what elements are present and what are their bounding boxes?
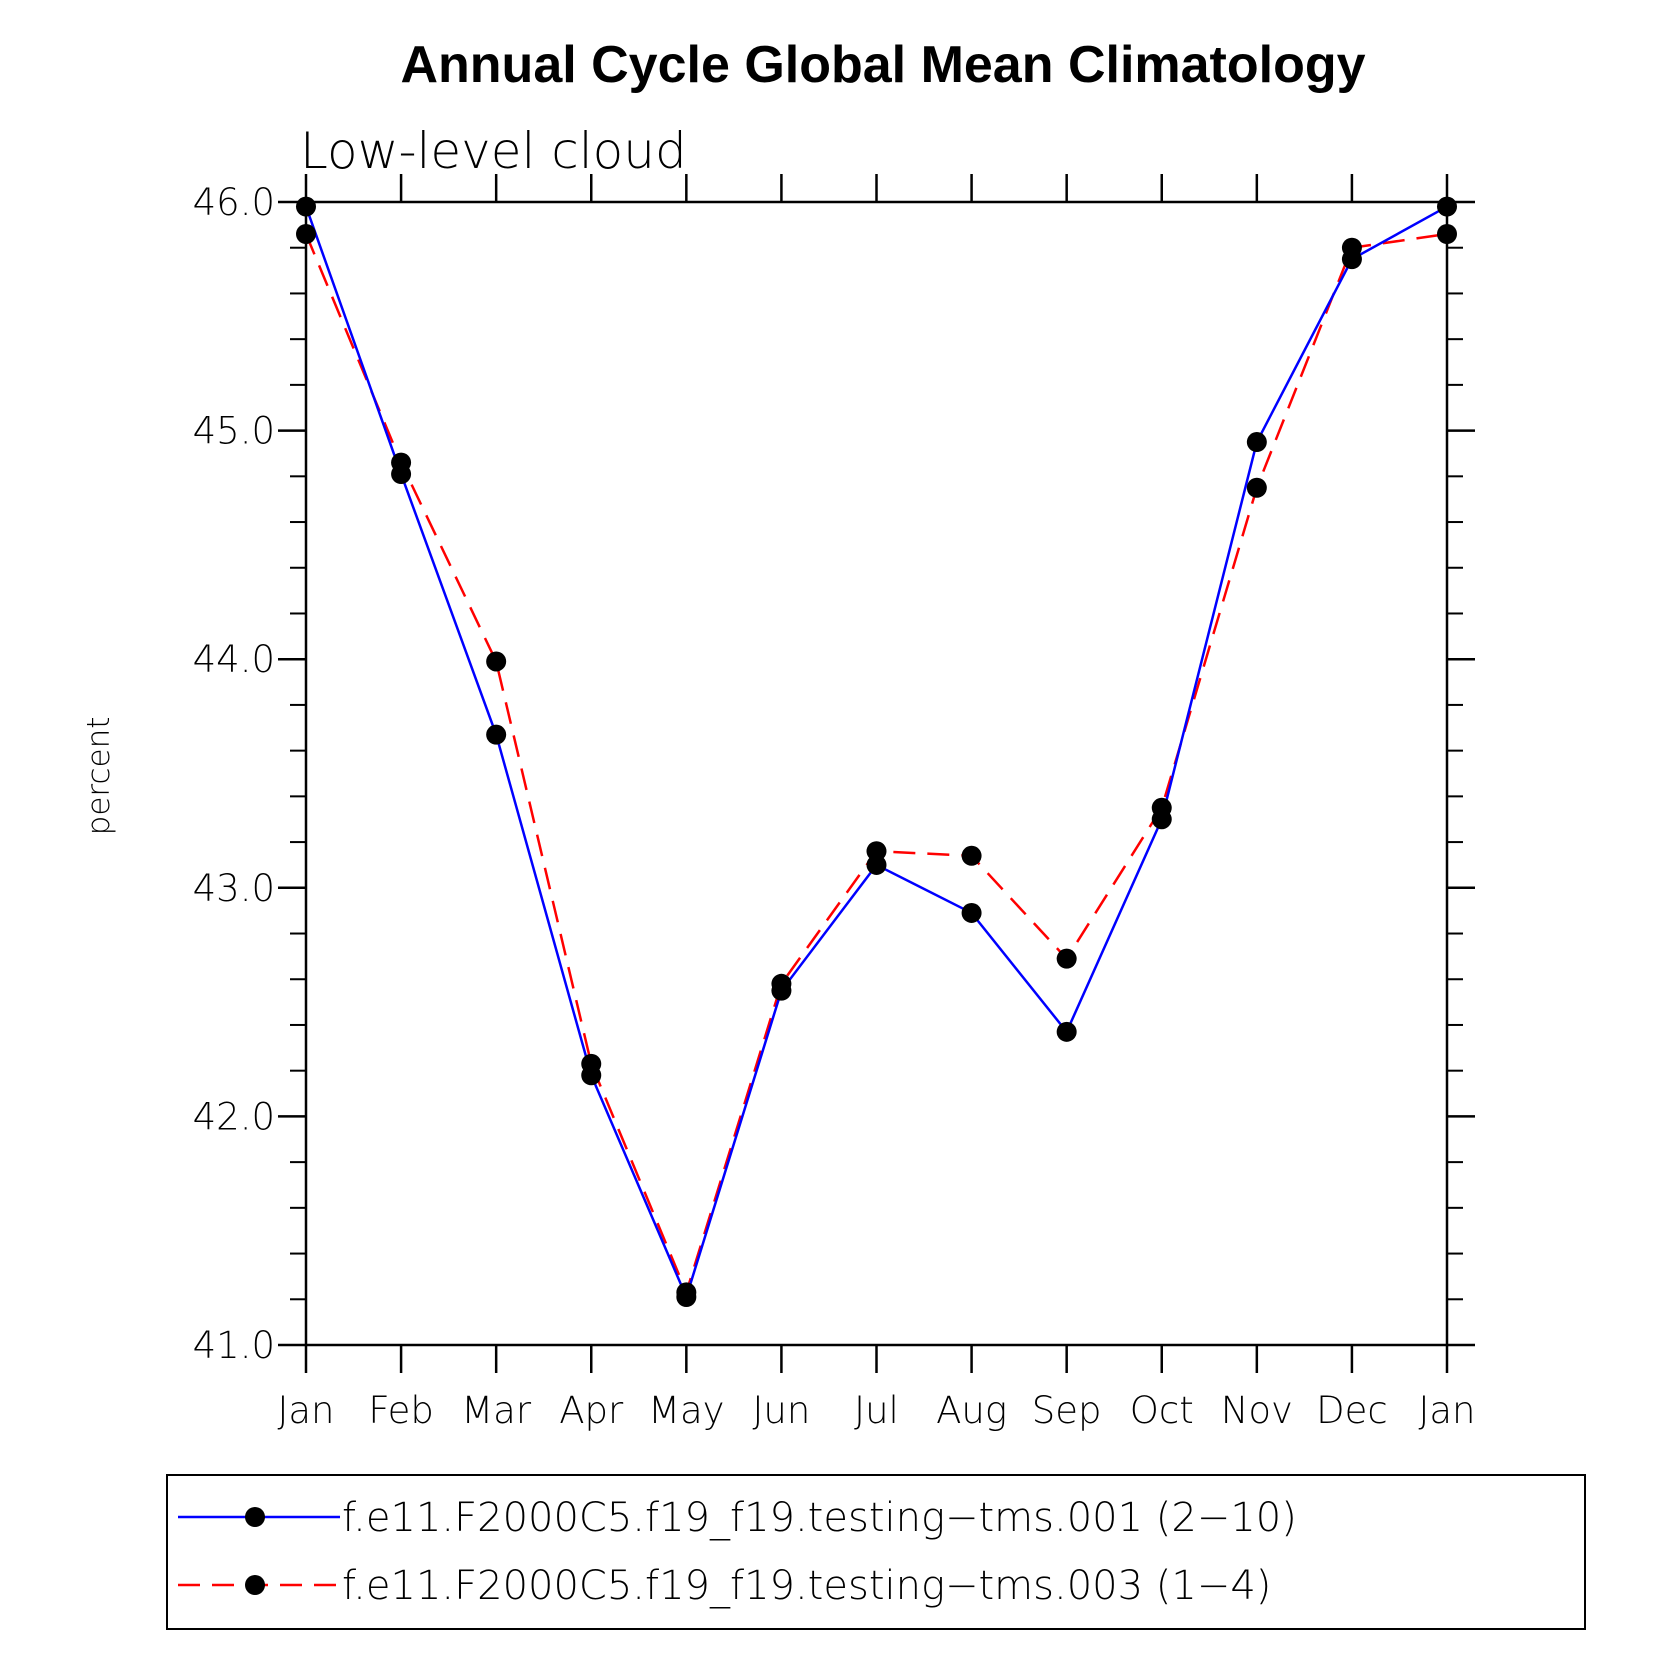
x-tick-label: Aug: [936, 1389, 1007, 1432]
x-tick-label: Mar: [461, 1389, 532, 1432]
legend-marker-2: [245, 1575, 265, 1595]
data-point-s2: [676, 1282, 697, 1303]
legend: f.e11.F2000C5.f19_f19.testing−tms.001 (2…: [166, 1474, 1586, 1630]
x-tick-label: Sep: [1032, 1389, 1102, 1432]
data-point-s1: [296, 196, 316, 217]
x-tick-label: May: [648, 1389, 725, 1432]
chart-subtitle: Low-level cloud: [300, 122, 687, 180]
data-point-s1: [1056, 1021, 1077, 1042]
data-point-s2: [771, 973, 792, 994]
data-point-s2: [1151, 797, 1172, 818]
x-tick-label: Dec: [1316, 1389, 1388, 1432]
data-point-s2: [1246, 477, 1267, 498]
y-tick-label: 42.0: [193, 1095, 275, 1138]
data-point-s2: [1341, 237, 1362, 258]
data-point-s2: [866, 841, 887, 862]
y-tick-label: 46.0: [193, 181, 275, 224]
x-tick-label: Jan: [277, 1389, 334, 1432]
x-tick-label: Feb: [368, 1389, 434, 1432]
plot-frame: [304, 200, 1449, 1347]
y-axis-label: percent: [81, 717, 117, 836]
series-layer: [296, 196, 1457, 1307]
legend-marker-1: [245, 1507, 265, 1527]
data-point-s2: [961, 845, 982, 866]
y-tick-label: 41.0: [193, 1324, 275, 1367]
legend-label-2: f.e11.F2000C5.f19_f19.testing−tms.003 (1…: [342, 1563, 1271, 1609]
data-point-s1: [1246, 432, 1267, 453]
data-point-s1: [1437, 196, 1457, 217]
y-tick-label: 45.0: [193, 410, 275, 453]
x-tick-label: Apr: [559, 1389, 624, 1432]
data-point-s2: [486, 651, 507, 672]
chart-title: Annual Cycle Global Mean Climatology: [400, 36, 1365, 94]
y-tick-label: 44.0: [193, 638, 275, 681]
legend-box: [166, 1474, 1586, 1630]
data-point-s2: [1437, 224, 1457, 245]
data-point-s1: [486, 724, 507, 745]
x-tick-label: Jan: [1418, 1389, 1475, 1432]
x-tick-label: Nov: [1221, 1389, 1293, 1432]
data-point-s2: [1056, 948, 1077, 969]
data-point-s1: [961, 902, 982, 923]
x-tick-label: Jul: [854, 1389, 899, 1432]
legend-label-1: f.e11.F2000C5.f19_f19.testing−tms.001 (2…: [342, 1495, 1297, 1541]
data-point-s2: [391, 452, 412, 473]
x-tick-label: Oct: [1130, 1389, 1194, 1432]
data-point-s1: [866, 854, 887, 875]
series-line-1: [304, 205, 1448, 1301]
series-line-2: [304, 232, 1448, 1297]
x-tick-label: Jun: [753, 1389, 811, 1432]
axes: Jan Feb Mar Apr May Jun Jul Aug Sep Oct Nov Dec Jan4…: [193, 174, 1476, 1432]
data-point-s2: [581, 1053, 602, 1074]
y-tick-label: 43.0: [193, 867, 275, 910]
data-point-s2: [296, 224, 316, 245]
